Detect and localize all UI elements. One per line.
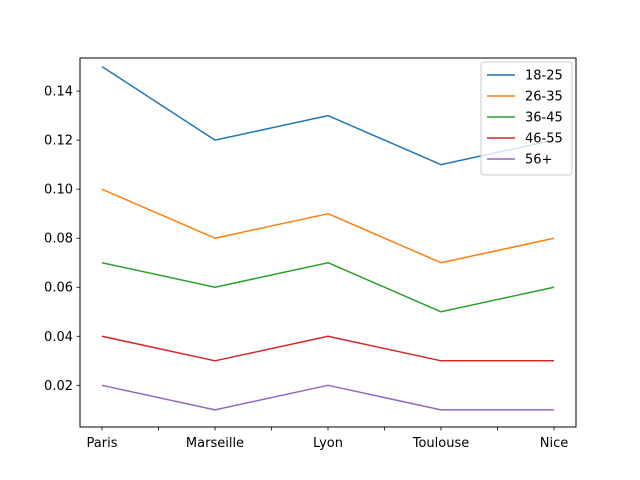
y-tick-label: 0.08 <box>44 232 73 247</box>
y-tick-label: 0.14 <box>44 85 73 100</box>
legend-label: 46-55 <box>525 132 563 147</box>
legend-box <box>480 61 573 176</box>
x-tick-label: Paris <box>87 436 118 451</box>
x-axis: Paris Marseille Lyon Toulouse Nice <box>87 427 568 451</box>
x-tick-label: Nice <box>540 436 568 451</box>
legend: 18-25 26-35 36-45 46-55 56+ <box>480 61 573 176</box>
legend-label: 26-35 <box>525 90 563 105</box>
y-tick-label: 0.06 <box>44 281 73 296</box>
y-tick-label: 0.12 <box>44 134 73 149</box>
series-line-1 <box>101 188 555 264</box>
series-line-0 <box>101 65 555 166</box>
legend-label: 18-25 <box>525 69 563 84</box>
y-axis: 0.02 0.04 0.06 0.08 0.10 0.12 0.14 <box>44 85 80 394</box>
series-line-4 <box>101 384 554 411</box>
y-tick-label: 0.02 <box>44 379 73 394</box>
series-lines <box>101 65 555 411</box>
x-tick-label: Marseille <box>186 436 244 451</box>
legend-label: 56+ <box>525 153 552 168</box>
legend-label: 36-45 <box>525 111 563 126</box>
x-tick-label: Toulouse <box>412 436 470 451</box>
y-tick-label: 0.10 <box>44 183 73 198</box>
y-tick-label: 0.04 <box>44 330 73 345</box>
series-line-3 <box>101 335 554 362</box>
series-line-2 <box>101 261 555 313</box>
x-tick-label: Lyon <box>313 436 343 451</box>
